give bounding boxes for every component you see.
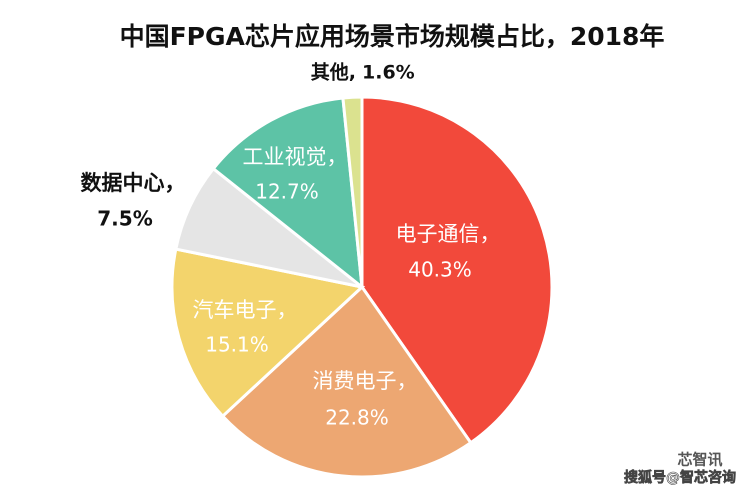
watermark-brand: 芯智讯 [677,451,722,469]
slice-name: 数据中心， [81,171,186,195]
slice-value: 40.3% [408,258,472,282]
slice-value: 12.7% [255,180,319,204]
slice-value: 1.6% [362,62,415,84]
pie-slice [341,95,364,288]
slice-name: 汽车电子， [193,298,298,322]
pie-slice [211,96,364,291]
slice-value: 22.8% [325,406,389,430]
slice-value: 7.5% [97,207,152,231]
slice-value: 15.1% [205,333,269,357]
slice-name: 其他, [311,61,356,84]
slice-name: 工业视觉， [243,145,348,169]
slice-name: 消费电子， [313,369,418,393]
pie-slice [170,247,366,419]
chart-title: 中国FPGA芯片应用场景市场规模占比，2018年 [120,22,665,51]
pie-slice [360,95,554,445]
slice-name: 电子通信， [396,222,501,246]
pie-slice [220,284,473,479]
watermark-source: 搜狐号@智芯咨询 [624,469,736,486]
